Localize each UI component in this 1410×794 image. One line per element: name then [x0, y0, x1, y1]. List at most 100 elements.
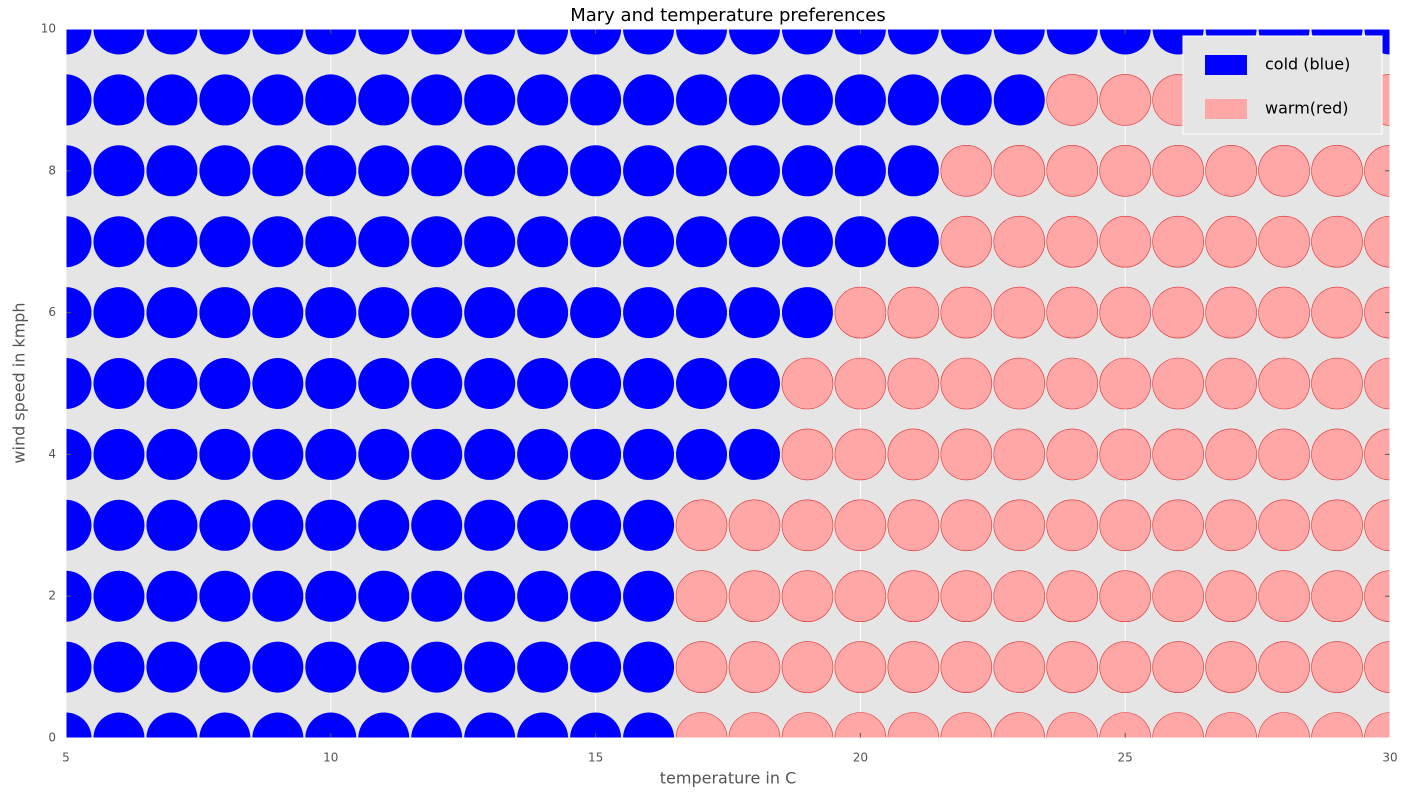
- point: [728, 499, 781, 552]
- point: [464, 428, 516, 480]
- point: [1311, 215, 1363, 268]
- point: [1364, 286, 1390, 339]
- point: [1099, 357, 1151, 410]
- legend-swatch: [1205, 99, 1247, 119]
- point: [570, 74, 622, 126]
- point: [993, 641, 1046, 693]
- point: [834, 216, 886, 268]
- point: [1099, 641, 1151, 693]
- point: [146, 712, 198, 738]
- point: [940, 215, 993, 268]
- point: [464, 145, 516, 197]
- point: [834, 29, 886, 55]
- point: [1152, 499, 1204, 552]
- point: [1205, 641, 1257, 693]
- point: [517, 641, 569, 693]
- point: [623, 712, 675, 738]
- point: [93, 29, 145, 55]
- point: [570, 570, 622, 622]
- point: [411, 712, 463, 738]
- point: [781, 74, 833, 126]
- point: [781, 145, 833, 197]
- point: [66, 570, 92, 622]
- point: [940, 499, 993, 552]
- points: [66, 29, 1390, 738]
- point: [146, 145, 198, 197]
- point: [464, 358, 516, 409]
- point: [66, 499, 92, 551]
- y-axis-label: wind speed in kmph: [10, 302, 29, 463]
- point: [1046, 286, 1099, 339]
- point: [517, 145, 569, 197]
- point: [570, 145, 622, 197]
- point: [305, 74, 357, 126]
- point: [1046, 145, 1099, 197]
- point: [1152, 428, 1204, 481]
- point: [93, 499, 145, 551]
- point: [93, 145, 145, 197]
- point: [834, 712, 887, 738]
- point: [623, 641, 675, 693]
- point: [199, 712, 251, 738]
- point: [676, 428, 728, 480]
- point: [781, 712, 834, 738]
- point: [1311, 145, 1363, 197]
- point: [1364, 570, 1390, 622]
- y-tick-label: 10: [41, 22, 56, 36]
- point: [728, 712, 781, 738]
- point: [781, 29, 833, 55]
- point: [781, 287, 833, 339]
- point: [305, 358, 357, 409]
- point: [1099, 215, 1151, 268]
- point: [1205, 215, 1257, 268]
- point: [411, 358, 463, 409]
- y-tick-label: 8: [48, 163, 56, 177]
- point: [517, 712, 569, 738]
- point: [199, 428, 251, 480]
- point: [1046, 428, 1099, 481]
- point: [940, 357, 993, 410]
- point: [570, 641, 622, 693]
- legend-label: warm(red): [1265, 99, 1348, 118]
- point: [252, 499, 304, 551]
- point: [570, 358, 622, 409]
- point: [252, 74, 304, 126]
- y-tick-label: 4: [48, 447, 56, 461]
- point: [1046, 215, 1099, 268]
- point: [570, 499, 622, 551]
- point: [66, 428, 92, 480]
- point: [252, 287, 304, 339]
- point: [1099, 145, 1151, 197]
- point: [305, 570, 357, 622]
- point: [834, 641, 887, 693]
- point: [940, 286, 993, 339]
- point: [1099, 29, 1151, 55]
- point: [1152, 286, 1204, 339]
- point: [1205, 286, 1257, 339]
- point: [464, 499, 516, 551]
- point: [623, 145, 675, 197]
- y-tick-label: 0: [48, 731, 56, 745]
- point: [199, 570, 251, 622]
- point: [305, 428, 357, 480]
- point: [887, 499, 940, 552]
- point: [993, 74, 1045, 126]
- point: [887, 74, 939, 126]
- point: [146, 216, 198, 268]
- point: [993, 215, 1046, 268]
- point: [1046, 499, 1099, 552]
- point: [1205, 570, 1257, 623]
- point: [1099, 499, 1151, 552]
- point: [623, 216, 675, 268]
- x-tick-label: 10: [323, 751, 338, 765]
- point: [146, 287, 198, 339]
- point: [676, 74, 728, 126]
- point: [676, 145, 728, 197]
- point: [940, 145, 993, 197]
- point: [834, 145, 886, 197]
- x-axis-label: temperature in C: [660, 769, 797, 788]
- point: [993, 286, 1046, 339]
- point: [834, 286, 887, 339]
- point: [358, 216, 410, 268]
- point: [305, 287, 357, 339]
